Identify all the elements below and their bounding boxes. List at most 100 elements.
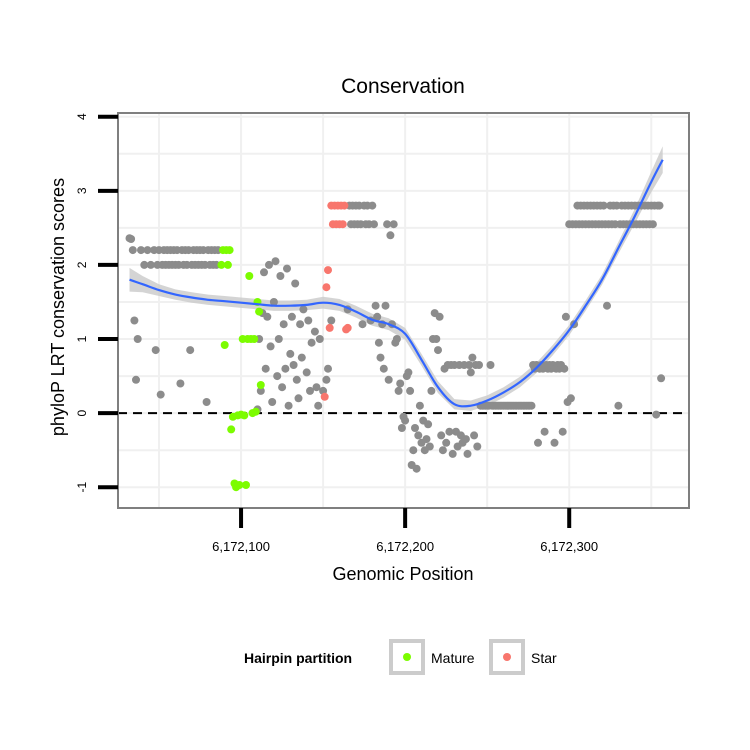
data-point-other <box>291 279 300 288</box>
data-point-other <box>283 264 291 273</box>
data-point-other <box>415 401 424 410</box>
data-point-other <box>373 312 382 321</box>
series-other <box>125 201 666 473</box>
data-point-other <box>475 361 483 369</box>
data-point-other <box>411 424 419 432</box>
data-point-other <box>384 375 393 384</box>
data-point-other <box>268 398 277 406</box>
data-point-other <box>374 338 383 347</box>
data-point-other <box>422 435 431 444</box>
data-point-star <box>325 323 334 332</box>
data-point-other <box>427 386 436 395</box>
data-point-other <box>383 220 392 229</box>
data-point-other <box>286 349 295 358</box>
data-point-other <box>265 260 273 269</box>
data-point-other <box>307 338 316 347</box>
data-point-other <box>269 298 278 306</box>
data-point-other <box>130 316 139 325</box>
legend-entry-star: Star <box>489 639 557 675</box>
data-point-mature <box>251 407 260 416</box>
data-point-other <box>465 361 474 369</box>
data-point-other <box>281 364 290 373</box>
data-point-other <box>279 320 288 329</box>
data-point-other <box>327 316 336 325</box>
data-point-other <box>304 316 313 325</box>
data-point-mature <box>225 246 234 255</box>
data-point-other <box>468 353 477 362</box>
data-point-other <box>560 364 569 373</box>
data-point-other <box>486 361 495 369</box>
data-point-other <box>273 372 282 381</box>
data-point-other <box>389 220 398 229</box>
data-point-other <box>137 246 145 255</box>
data-point-other <box>463 449 472 458</box>
data-point-other <box>292 375 301 384</box>
data-point-other <box>287 312 296 321</box>
data-point-star <box>340 201 349 210</box>
data-point-other <box>434 346 442 355</box>
data-point-other <box>127 235 136 243</box>
data-point-other <box>289 361 298 369</box>
data-point-other <box>397 424 406 432</box>
data-point-other <box>614 401 623 410</box>
data-point-other <box>324 364 332 373</box>
data-point-other <box>278 383 287 392</box>
data-point-other <box>146 260 155 269</box>
x-tick-label: 6,172,100 <box>212 539 270 554</box>
data-point-other <box>438 446 447 455</box>
data-point-star <box>343 323 352 332</box>
data-point-other <box>370 220 378 229</box>
data-point-star <box>322 283 331 292</box>
data-point-other <box>657 374 666 383</box>
x-axis-label: Genomic Position <box>332 564 473 584</box>
panel-background <box>118 113 689 508</box>
data-point-other <box>186 346 195 355</box>
data-point-other <box>314 401 323 410</box>
legend-key-mature <box>389 639 425 675</box>
data-point-other <box>306 386 314 395</box>
data-point-other <box>297 353 306 362</box>
data-point-mature <box>245 272 254 280</box>
data-point-other <box>561 312 570 321</box>
data-point-other <box>448 449 457 458</box>
data-point-star <box>324 266 332 275</box>
data-point-other <box>652 410 661 419</box>
data-point-mature <box>240 411 249 420</box>
data-point-other <box>648 220 657 229</box>
data-point-other <box>445 427 454 436</box>
data-point-mature <box>242 481 250 489</box>
data-point-other <box>558 427 567 436</box>
data-point-other <box>202 398 211 406</box>
legend-label-mature: Mature <box>431 650 475 666</box>
data-point-other <box>409 446 418 455</box>
data-point-other <box>368 201 377 210</box>
data-point-other <box>414 431 423 440</box>
data-point-other <box>412 464 421 473</box>
data-point-other <box>404 368 413 377</box>
data-point-other <box>371 301 380 310</box>
data-point-other <box>379 364 388 373</box>
y-tick-label: 4 <box>75 113 89 120</box>
data-point-mature <box>223 260 232 269</box>
data-point-mature <box>217 260 226 269</box>
series-star <box>320 201 352 401</box>
data-point-other <box>376 353 385 362</box>
data-point-other <box>437 431 446 440</box>
data-point-mature <box>227 425 236 434</box>
data-point-other <box>128 246 137 255</box>
legend-title: Hairpin partition <box>244 650 352 666</box>
data-point-other <box>466 368 475 377</box>
legend-dot-mature <box>403 653 411 661</box>
y-tick-label: 0 <box>75 409 89 416</box>
data-point-mature <box>220 341 229 349</box>
data-point-mature <box>235 481 244 489</box>
plot-panel <box>117 112 690 509</box>
legend-entry-mature: Mature <box>389 639 475 675</box>
legend-dot-star <box>503 653 511 661</box>
data-point-other <box>435 312 444 321</box>
data-point-other <box>392 335 401 343</box>
data-point-other <box>310 327 319 336</box>
data-point-other <box>424 420 433 429</box>
y-tick-label: -1 <box>75 482 89 493</box>
